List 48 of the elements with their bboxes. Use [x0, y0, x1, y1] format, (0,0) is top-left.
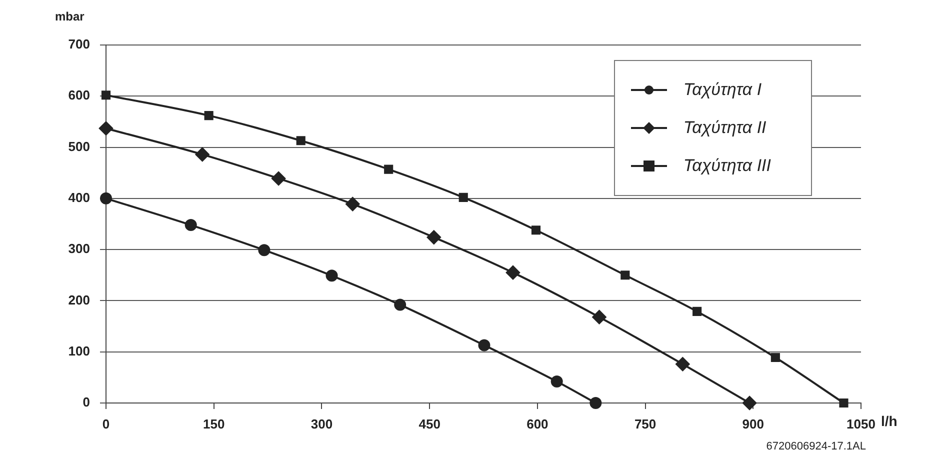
point: [99, 121, 113, 136]
point: [692, 306, 702, 316]
point: [426, 230, 441, 244]
y-tick-label: 500: [68, 138, 90, 154]
legend-label: Ταχύτητα I: [683, 80, 762, 100]
x-tick-label: 600: [526, 416, 548, 432]
y-tick-label: 100: [68, 343, 90, 358]
y-axis-title: mbar: [55, 9, 85, 24]
point: [195, 147, 210, 162]
legend-label: Ταχύτητα III: [683, 156, 771, 176]
point: [326, 270, 338, 282]
y-tick-label: 300: [68, 241, 90, 256]
y-tick-label: 400: [68, 190, 90, 206]
x-tick-label: 750: [634, 416, 656, 432]
y-tick-label: 200: [68, 292, 90, 308]
x-tick-label: 1050: [846, 416, 876, 432]
y-tick-label: 700: [68, 36, 90, 52]
point: [592, 310, 606, 324]
point: [394, 298, 406, 311]
point: [620, 270, 630, 280]
point: [839, 398, 848, 408]
point: [384, 164, 394, 174]
point: [100, 192, 112, 204]
legend-label: Ταχύτητα II: [683, 118, 766, 138]
x-axis-title: l/h: [881, 412, 898, 429]
x-tick-label: 900: [742, 416, 764, 432]
x-tick-label: 150: [203, 416, 225, 432]
x-tick-label: 0: [102, 416, 110, 432]
point: [184, 219, 197, 232]
point: [676, 357, 690, 372]
point: [478, 339, 490, 352]
point: [550, 376, 563, 388]
point: [458, 192, 468, 202]
point: [346, 197, 360, 212]
point: [258, 244, 270, 256]
point: [204, 111, 214, 120]
text: 6720606924-17.1AL: [766, 440, 866, 453]
point: [770, 352, 780, 362]
y-tick-label: 600: [68, 88, 90, 103]
point: [296, 136, 306, 146]
point: [590, 397, 602, 409]
point: [531, 226, 541, 235]
point: [742, 396, 757, 410]
x-tick-label: 450: [418, 416, 440, 432]
point: [272, 171, 286, 186]
point: [506, 266, 520, 280]
y-tick-label: 0: [82, 394, 90, 410]
x-tick-label: 300: [310, 416, 333, 432]
